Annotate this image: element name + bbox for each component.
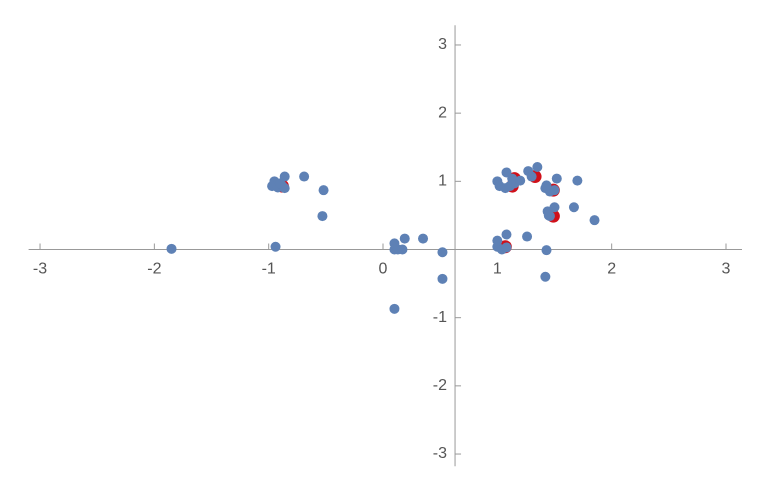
point — [532, 162, 543, 173]
y-tick-label: 2 — [438, 104, 447, 121]
point — [437, 247, 448, 258]
point — [526, 171, 537, 182]
x-tick-label: 1 — [493, 261, 502, 278]
point — [568, 202, 579, 213]
y-tick-label: -3 — [433, 445, 447, 462]
x-tick-label: -3 — [33, 261, 47, 278]
point — [549, 185, 560, 196]
point — [507, 173, 518, 184]
point — [540, 271, 551, 282]
point — [399, 233, 410, 244]
point — [418, 233, 429, 244]
point — [515, 175, 526, 186]
x-tick-label: -2 — [147, 261, 161, 278]
point — [166, 243, 177, 254]
point — [589, 215, 600, 226]
y-tick-label: -1 — [433, 309, 447, 326]
point — [501, 242, 512, 253]
point — [501, 229, 512, 240]
point — [541, 180, 552, 191]
point — [389, 303, 400, 314]
point — [549, 202, 560, 213]
point — [279, 171, 290, 182]
x-tick-label: 2 — [607, 261, 616, 278]
x-tick-label: 3 — [722, 261, 731, 278]
point — [270, 241, 281, 252]
point — [522, 231, 533, 242]
point — [317, 211, 328, 222]
point — [397, 244, 408, 255]
point — [543, 210, 554, 221]
y-tick-label: 1 — [438, 173, 447, 190]
point — [437, 273, 448, 284]
point — [318, 185, 329, 196]
y-tick-label: 3 — [438, 36, 447, 53]
point — [541, 245, 552, 256]
x-tick-label: 0 — [379, 261, 388, 278]
point — [299, 171, 310, 182]
point — [572, 175, 583, 186]
x-tick-label: -1 — [262, 261, 276, 278]
y-tick-label: -2 — [433, 377, 447, 394]
point — [551, 173, 562, 184]
